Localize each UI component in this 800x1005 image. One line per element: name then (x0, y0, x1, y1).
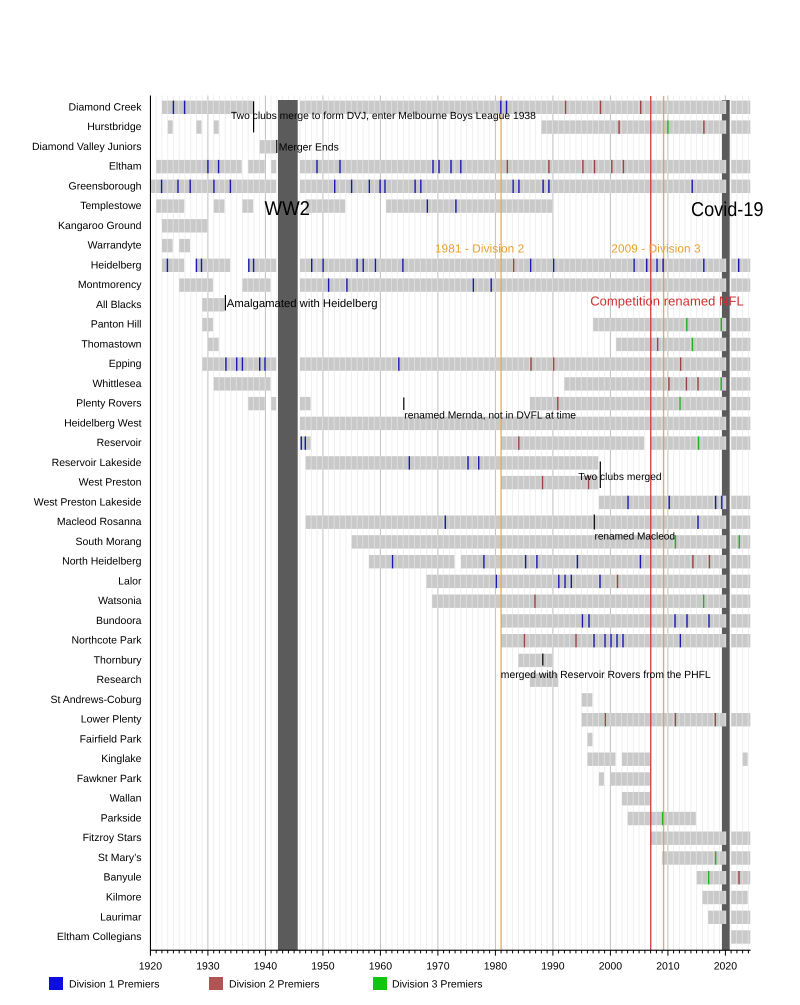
svg-text:Macleod Rosanna: Macleod Rosanna (57, 516, 142, 528)
svg-text:Panton Hill: Panton Hill (91, 319, 142, 331)
svg-text:Fitzroy Stars: Fitzroy Stars (83, 832, 142, 844)
svg-text:Watsonia: Watsonia (98, 595, 142, 607)
svg-text:Reservoir: Reservoir (97, 437, 142, 449)
svg-text:1960: 1960 (369, 961, 393, 973)
svg-text:South Morang: South Morang (76, 536, 142, 548)
svg-text:Banyule: Banyule (104, 872, 142, 884)
svg-text:Northcote Park: Northcote Park (71, 635, 142, 647)
svg-text:Eltham: Eltham (109, 161, 142, 173)
svg-text:Eltham Collegians: Eltham Collegians (57, 931, 142, 943)
svg-text:Warrandyte: Warrandyte (88, 240, 142, 252)
svg-text:1990: 1990 (541, 961, 565, 973)
svg-text:2000: 2000 (599, 961, 623, 973)
svg-text:Templestowe: Templestowe (80, 200, 141, 212)
svg-text:Diamond Valley Juniors: Diamond Valley Juniors (32, 141, 142, 153)
svg-text:Bundoora: Bundoora (96, 615, 142, 627)
svg-text:Fawkner Park: Fawkner Park (77, 773, 143, 785)
svg-text:Laurimar: Laurimar (100, 911, 142, 923)
svg-text:1980: 1980 (484, 961, 508, 973)
svg-text:Heidelberg: Heidelberg (91, 259, 142, 271)
svg-text:Amalgamated with Heidelberg: Amalgamated with Heidelberg (227, 298, 378, 310)
svg-text:Kinglake: Kinglake (101, 753, 141, 765)
svg-text:1950: 1950 (311, 961, 335, 973)
svg-text:2010: 2010 (656, 961, 680, 973)
svg-text:WW2: WW2 (265, 198, 311, 220)
svg-text:Fairfield Park: Fairfield Park (80, 734, 143, 746)
svg-text:Lalor: Lalor (118, 575, 142, 587)
svg-text:1981 - Division 2: 1981 - Division 2 (435, 242, 524, 256)
svg-text:Division 1 Premiers: Division 1 Premiers (69, 979, 159, 991)
svg-text:2020: 2020 (714, 961, 738, 973)
svg-text:Covid-19: Covid-19 (691, 199, 764, 221)
svg-text:All Blacks: All Blacks (96, 299, 142, 311)
svg-text:St Andrews-Coburg: St Andrews-Coburg (50, 694, 141, 706)
svg-text:Thornbury: Thornbury (94, 654, 143, 666)
svg-text:Plenty Rovers: Plenty Rovers (76, 398, 141, 410)
svg-text:Thomastown: Thomastown (81, 338, 141, 350)
svg-text:St Mary’s: St Mary’s (98, 852, 142, 864)
svg-text:Research: Research (97, 674, 142, 686)
svg-text:Wallan: Wallan (110, 793, 142, 805)
svg-text:1920: 1920 (139, 961, 163, 973)
svg-text:Two clubs merged: Two clubs merged (578, 472, 662, 483)
svg-text:North Heidelberg: North Heidelberg (62, 556, 142, 568)
svg-text:Kilmore: Kilmore (106, 892, 142, 904)
svg-text:renamed Macleod: renamed Macleod (595, 532, 676, 543)
svg-text:Hurstbridge: Hurstbridge (87, 121, 141, 133)
svg-text:Merger Ends: Merger Ends (279, 143, 339, 154)
svg-text:1930: 1930 (196, 961, 220, 973)
svg-text:Two clubs merge to form DVJ, e: Two clubs merge to form DVJ, enter Melbo… (231, 111, 536, 122)
svg-text:Reservoir Lakeside: Reservoir Lakeside (52, 457, 142, 469)
svg-text:Epping: Epping (109, 358, 142, 370)
svg-text:Whittlesea: Whittlesea (92, 378, 141, 390)
svg-text:Montmorency: Montmorency (78, 279, 142, 291)
svg-text:Heidelberg West: Heidelberg West (64, 417, 142, 429)
svg-text:Lower Plenty: Lower Plenty (81, 714, 142, 726)
svg-text:Division 2 Premiers: Division 2 Premiers (229, 979, 319, 991)
svg-text:merged with Reservoir Rovers f: merged with Reservoir Rovers from the PH… (501, 670, 711, 681)
svg-text:West Preston Lakeside: West Preston Lakeside (34, 496, 142, 508)
svg-text:Competition renamed NFL: Competition renamed NFL (590, 294, 744, 309)
svg-text:Division 3 Premiers: Division 3 Premiers (392, 979, 482, 991)
svg-text:2009 - Division 3: 2009 - Division 3 (611, 242, 701, 256)
svg-text:Kangaroo Ground: Kangaroo Ground (58, 220, 142, 232)
svg-text:renamed Mernda, not in DVFL at: renamed Mernda, not in DVFL at time (404, 411, 576, 422)
svg-text:1970: 1970 (426, 961, 450, 973)
svg-text:Diamond Creek: Diamond Creek (69, 101, 143, 113)
svg-text:1940: 1940 (254, 961, 278, 973)
svg-text:Greensborough: Greensborough (69, 180, 142, 192)
svg-text:West Preston: West Preston (79, 477, 142, 489)
svg-text:Parkside: Parkside (101, 813, 142, 825)
